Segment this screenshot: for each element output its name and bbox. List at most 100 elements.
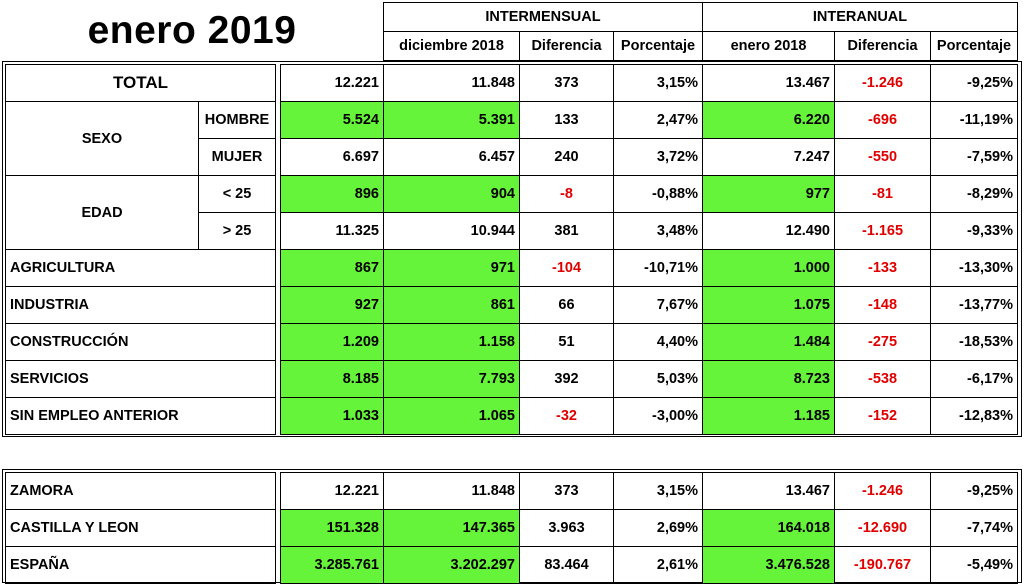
cell-value: 6.697 <box>280 138 384 176</box>
col-diferencia-anual: Diferencia <box>834 31 931 61</box>
table-row: MUJER 6.697 6.457 240 3,72% 7.247 -550 -… <box>6 138 1018 176</box>
cell-value: -133 <box>834 249 931 287</box>
cell-value: 8.723 <box>702 360 835 398</box>
cell-value: 4,40% <box>613 323 703 361</box>
cell-value: 3,72% <box>613 138 703 176</box>
page-title: enero 2019 <box>87 9 297 52</box>
cell-value: 1.033 <box>280 397 384 435</box>
col-diciembre-2018: diciembre 2018 <box>383 31 520 61</box>
cell-value: -18,53% <box>930 323 1018 361</box>
cell-value: -148 <box>834 286 931 324</box>
cell-value: 7.793 <box>383 360 520 398</box>
row-label-mujer: MUJER <box>198 138 276 176</box>
cell-value: -3,00% <box>613 397 703 435</box>
cell-value: -9,25% <box>930 472 1018 510</box>
row-label-edad: EDAD <box>5 175 199 250</box>
row-label-hombre: HOMBRE <box>198 101 276 139</box>
cell-value: 5,03% <box>613 360 703 398</box>
cell-value: 240 <box>519 138 614 176</box>
cell-value: 373 <box>519 472 614 510</box>
cell-value: -81 <box>834 175 931 213</box>
table-row: AGRICULTURA 867 971 -104 -10,71% 1.000 -… <box>5 249 1018 287</box>
cell-value: 7,67% <box>613 286 703 324</box>
table-row: ZAMORA 12.221 11.848 373 3,15% 13.467 -1… <box>5 472 1018 510</box>
cell-value: 133 <box>519 101 614 139</box>
cell-value: 13.467 <box>702 64 835 102</box>
cell-value: 3.963 <box>519 509 614 547</box>
col-porcentaje-anual: Porcentaje <box>930 31 1018 61</box>
cell-value: 51 <box>519 323 614 361</box>
cell-value: -1.246 <box>834 64 931 102</box>
table-row: SEXO HOMBRE 5.524 5.391 133 2,47% 6.220 … <box>5 101 1018 176</box>
cell-value: -8,29% <box>930 175 1018 213</box>
cell-value: 12.490 <box>702 212 835 250</box>
cell-value: 164.018 <box>702 509 835 547</box>
main-data-table: TOTAL 12.221 11.848 373 3,15% 13.467 -1.… <box>5 64 1018 435</box>
cell-value: -9,33% <box>930 212 1018 250</box>
cell-value: -9,25% <box>930 64 1018 102</box>
cell-value: 12.221 <box>280 472 384 510</box>
cell-value: 13.467 <box>702 472 835 510</box>
row-label-zamora: ZAMORA <box>5 472 276 510</box>
cell-value: -550 <box>834 138 931 176</box>
cell-value: 3,15% <box>613 64 703 102</box>
cell-value: 927 <box>280 286 384 324</box>
table-row: CONSTRUCCIÓN 1.209 1.158 51 4,40% 1.484 … <box>5 323 1018 361</box>
cell-value: -6,17% <box>930 360 1018 398</box>
row-label-menor-25: < 25 <box>198 175 276 213</box>
cell-value: 5.391 <box>383 101 520 139</box>
cell-value: 11.848 <box>383 472 520 510</box>
cell-value: 2,69% <box>613 509 703 547</box>
cell-value: 867 <box>280 249 384 287</box>
cell-value: -32 <box>519 397 614 435</box>
cell-value: 12.221 <box>280 64 384 102</box>
table-row: SERVICIOS 8.185 7.793 392 5,03% 8.723 -5… <box>5 360 1018 398</box>
cell-value: -12.690 <box>834 509 931 547</box>
regions-table-frame: ZAMORA 12.221 11.848 373 3,15% 13.467 -1… <box>2 469 1022 584</box>
cell-value: 11.325 <box>280 212 384 250</box>
cell-value: 8.185 <box>280 360 384 398</box>
cell-value: 1.484 <box>702 323 835 361</box>
cell-value: 1.065 <box>383 397 520 435</box>
row-label-castilla-y-leon: CASTILLA Y LEON <box>5 509 276 547</box>
cell-value: 2,61% <box>613 546 703 584</box>
table-row: ESPAÑA 3.285.761 3.202.297 83.464 2,61% … <box>5 546 1018 584</box>
cell-value: -7,59% <box>930 138 1018 176</box>
cell-value: -104 <box>519 249 614 287</box>
cell-value: 3,48% <box>613 212 703 250</box>
row-label-sexo: SEXO <box>5 101 199 176</box>
cell-value: -696 <box>834 101 931 139</box>
cell-value: 3.285.761 <box>280 546 384 584</box>
col-porcentaje-mensual: Porcentaje <box>613 31 703 61</box>
table-row: TOTAL 12.221 11.848 373 3,15% 13.467 -1.… <box>5 64 1018 102</box>
cell-value: 151.328 <box>280 509 384 547</box>
interanual-header: INTERANUAL <box>702 2 1018 32</box>
cell-value: -1.246 <box>834 472 931 510</box>
cell-value: 373 <box>519 64 614 102</box>
cell-value: 971 <box>383 249 520 287</box>
col-diferencia-mensual: Diferencia <box>519 31 614 61</box>
table-row: > 25 11.325 10.944 381 3,48% 12.490 -1.1… <box>6 212 1018 250</box>
cell-value: 1.075 <box>702 286 835 324</box>
cell-value: 3.202.297 <box>383 546 520 584</box>
table-row: EDAD < 25 896 904 -8 -0,88% 977 -81 -8,2… <box>5 175 1018 250</box>
cell-value: 392 <box>519 360 614 398</box>
cell-value: -0,88% <box>613 175 703 213</box>
main-table-frame: TOTAL 12.221 11.848 373 3,15% 13.467 -1.… <box>2 61 1022 437</box>
cell-value: -7,74% <box>930 509 1018 547</box>
intermensual-header: INTERMENSUAL <box>383 2 703 32</box>
row-label-mayor-25: > 25 <box>198 212 276 250</box>
table-row: CASTILLA Y LEON 151.328 147.365 3.963 2,… <box>5 509 1018 547</box>
cell-value: 1.000 <box>702 249 835 287</box>
cell-value: 1.185 <box>702 397 835 435</box>
row-label-agricultura: AGRICULTURA <box>5 249 276 287</box>
table-row: SIN EMPLEO ANTERIOR 1.033 1.065 -32 -3,0… <box>5 397 1018 435</box>
col-enero-2018: enero 2018 <box>702 31 835 61</box>
cell-value: -152 <box>834 397 931 435</box>
cell-value: -10,71% <box>613 249 703 287</box>
cell-value: 896 <box>280 175 384 213</box>
cell-value: 11.848 <box>383 64 520 102</box>
cell-value: 5.524 <box>280 101 384 139</box>
regions-data-table: ZAMORA 12.221 11.848 373 3,15% 13.467 -1… <box>5 472 1018 584</box>
row-label-industria: INDUSTRIA <box>5 286 276 324</box>
